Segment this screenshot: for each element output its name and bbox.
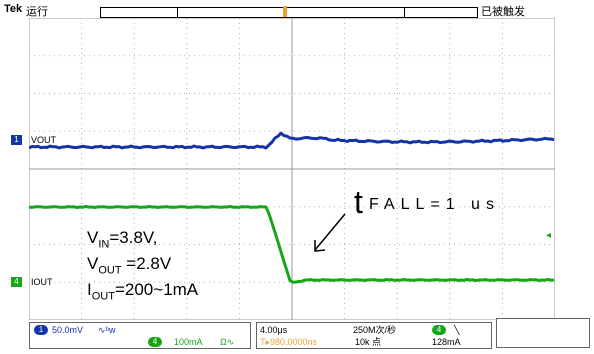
- ch1-trace: [28, 131, 555, 150]
- horizontal-readout[interactable]: 4.00μs T▸980.0000ns 250M次/秒 10k 点 4 ╲ 12…: [256, 322, 492, 349]
- trigger-level: 128mA: [432, 337, 461, 347]
- ch1-marker-id: 1: [14, 135, 19, 144]
- trigger-position-tick: [283, 6, 287, 17]
- ch1-label: VOUT: [31, 135, 57, 145]
- status-bar: 1 50.0mV ∿ᵇw 4 100mA Ω∿ 4.00μs T▸980.000…: [29, 318, 594, 352]
- record-view-bar: [100, 7, 478, 18]
- ch4-trace: [28, 205, 554, 284]
- record-length: 10k 点: [355, 337, 382, 347]
- fall-time-symbol: t: [354, 184, 363, 220]
- trigger-position: T▸980.0000ns: [260, 337, 317, 348]
- ch1-scale: 50.0mV: [52, 325, 84, 335]
- record-view-window: [177, 8, 405, 17]
- blank-readout-box: [496, 318, 590, 348]
- trigger-position-icon: T: [260, 337, 266, 347]
- trigger-state: 已被触发: [481, 6, 525, 18]
- waveform-screen: [28, 17, 556, 321]
- ch1-badge: 1: [34, 325, 48, 335]
- ch4-marker-id: 4: [14, 277, 19, 286]
- run-state: 运行: [26, 6, 48, 18]
- ch4-coupling-icon: Ω∿: [220, 337, 235, 347]
- top-bar: Tek 运行 已被触发: [0, 0, 594, 20]
- ch1-marker-icon[interactable]: 1: [11, 135, 22, 145]
- ch4-label: IOUT: [31, 277, 53, 287]
- trigger-slope-icon: ╲: [454, 325, 460, 335]
- param-vin: VIN=3.8V,: [87, 228, 158, 251]
- ch4-offscreen-arrow-icon: ◂: [546, 230, 552, 241]
- fall-time-label: FALL=1 us: [369, 196, 500, 213]
- trigger-position-value: ▸980.0000ns: [265, 337, 318, 347]
- brand-logo: Tek: [4, 3, 23, 15]
- center-axes: [29, 18, 555, 320]
- waveform-plot: [28, 17, 556, 321]
- param-iout: IOUT=200~1mA: [87, 280, 199, 303]
- fall-time-arrow: [314, 213, 346, 252]
- ch4-scale: 100mA: [174, 337, 203, 347]
- vertical-readout[interactable]: 1 50.0mV ∿ᵇw 4 100mA Ω∿: [29, 322, 251, 349]
- ch1-coupling-icon: ∿ᵇw: [98, 325, 116, 335]
- param-vout: VOUT =2.8V: [87, 254, 172, 277]
- trigger-source-badge: 4: [432, 325, 446, 335]
- sample-rate: 250M次/秒: [353, 325, 397, 335]
- ch4-marker-icon[interactable]: 4: [11, 277, 22, 287]
- ch4-badge: 4: [148, 337, 162, 347]
- timebase: 4.00μs: [260, 325, 288, 335]
